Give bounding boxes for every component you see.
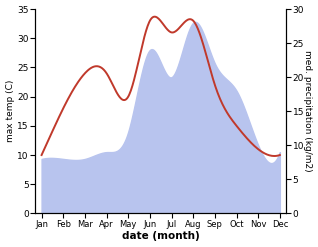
X-axis label: date (month): date (month) [122, 231, 200, 242]
Y-axis label: max temp (C): max temp (C) [5, 80, 15, 143]
Y-axis label: med. precipitation (kg/m2): med. precipitation (kg/m2) [303, 50, 313, 172]
